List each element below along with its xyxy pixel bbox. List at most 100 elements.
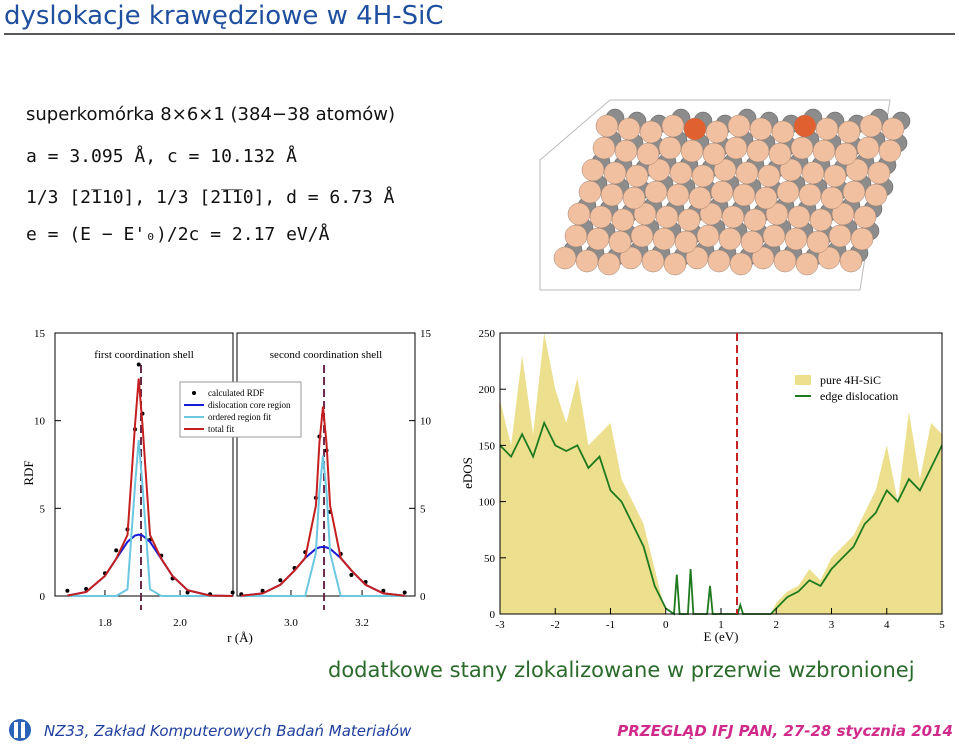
y-tick-label: 15 (420, 328, 432, 340)
atom (622, 186, 646, 210)
fit-line (67, 439, 233, 597)
atom (828, 224, 852, 248)
atom (831, 202, 855, 226)
x-tick-label: 1.8 (98, 617, 112, 629)
atom (625, 164, 649, 188)
atom (735, 161, 759, 185)
atom (881, 117, 905, 141)
legend-label: pure 4H-SiC (820, 373, 881, 387)
x-tick-label: 4 (884, 619, 890, 631)
legend-label: dislocation core region (208, 400, 291, 410)
atom (850, 227, 874, 251)
x-tick-label: -2 (551, 619, 560, 631)
y-tick-label: 50 (484, 553, 496, 565)
y-tick-label: 0 (420, 591, 426, 603)
x-tick-label: 2.0 (173, 617, 187, 629)
atom (592, 136, 616, 160)
atom (652, 227, 676, 251)
atom (644, 180, 668, 204)
atom (751, 246, 775, 270)
y-axis-label: eDOS (460, 457, 475, 489)
atom (688, 186, 712, 210)
atom (743, 208, 767, 232)
atom (740, 230, 764, 254)
panel-title: first coordination shell (94, 349, 194, 361)
charts: RDF r (Å) 0 0 5 5 10 10 15 15 first coordination s… (21, 328, 945, 645)
logo (9, 719, 31, 741)
legend-label: calculated RDF (208, 388, 264, 398)
atom (586, 227, 610, 251)
atom (812, 139, 836, 163)
atom (790, 136, 814, 160)
x-tick-label: -1 (606, 619, 615, 631)
atom (608, 230, 632, 254)
atom (845, 158, 869, 182)
atom (611, 208, 635, 232)
atom (746, 139, 770, 163)
atom (732, 183, 756, 207)
y-tick-label: 15 (34, 328, 46, 340)
atom (597, 252, 621, 276)
dos-area (500, 333, 942, 614)
atom (784, 227, 808, 251)
atom (754, 186, 778, 210)
atom (683, 117, 707, 141)
x-axis-label: r (Å) (227, 630, 253, 645)
fit-line (241, 406, 405, 597)
footer-right: PRZEGLĄD IFJ PAN, 27-28 stycznia 2014 (617, 722, 953, 740)
atom (768, 142, 792, 166)
atom (589, 205, 613, 229)
atom (815, 117, 839, 141)
atom (647, 158, 671, 182)
atom (867, 161, 891, 185)
rdf-point (114, 548, 119, 553)
panel-frame (236, 332, 416, 597)
atom (713, 158, 737, 182)
atom (567, 202, 591, 226)
atom (817, 246, 841, 270)
atom (578, 180, 602, 204)
atom (762, 224, 786, 248)
atom (798, 183, 822, 207)
y-tick-label: 10 (420, 416, 432, 428)
atom (581, 158, 605, 182)
atom (614, 139, 638, 163)
y-axis-label: RDF (21, 460, 36, 485)
atom (636, 142, 660, 166)
atom (553, 246, 577, 270)
crystal-image (539, 99, 911, 291)
y-tick-label: 5 (40, 503, 46, 515)
fit-line (67, 378, 233, 597)
y-tick-label: 200 (479, 384, 496, 396)
info-line: e = (E − E'₀)/2c = 2.17 eV/Å (26, 223, 330, 245)
y-tick-label: 10 (34, 416, 46, 428)
y-tick-label: 250 (479, 328, 496, 340)
y-tick-label: 5 (420, 503, 426, 515)
atom (699, 202, 723, 226)
rdf-point (230, 590, 235, 595)
atom (842, 180, 866, 204)
panel-title: second coordination shell (270, 349, 382, 361)
rdf-point (278, 578, 283, 583)
y-tick-label: 0 (490, 609, 496, 621)
atom (837, 120, 861, 144)
atom (710, 180, 734, 204)
atom (674, 230, 698, 254)
panel-frame (54, 332, 234, 597)
atom (793, 114, 817, 138)
atom (655, 205, 679, 229)
atom (771, 120, 795, 144)
atom (691, 164, 715, 188)
atom (666, 183, 690, 207)
x-tick-label: 2 (774, 619, 780, 631)
atom (776, 180, 800, 204)
atom (705, 120, 729, 144)
atom (787, 205, 811, 229)
atom (669, 161, 693, 185)
atom (702, 142, 726, 166)
footer-bar (0, 712, 959, 748)
atom (639, 120, 663, 144)
atom (600, 183, 624, 207)
atom (749, 117, 773, 141)
